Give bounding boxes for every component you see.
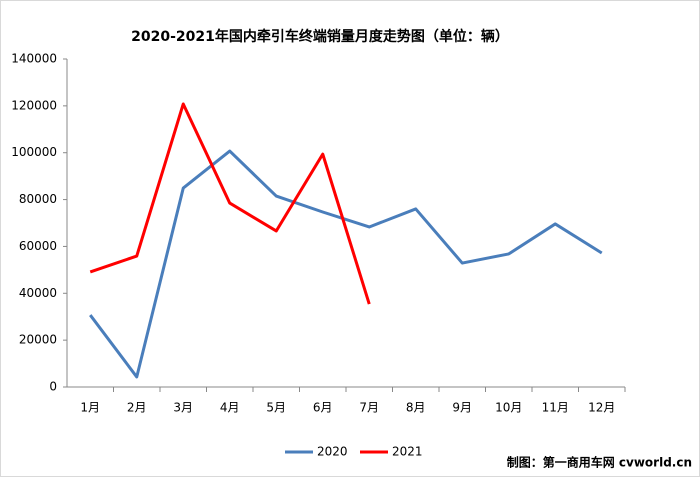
x-tick-label: 11月 [542,401,569,415]
y-tick-label: 100000 [11,145,57,159]
credit: 制图：第一商用车网 cvworld.cn [507,455,692,470]
y-tick-label: 80000 [19,192,57,206]
y-tick-label: 120000 [11,98,57,112]
x-tick-label: 8月 [406,401,426,415]
legend-label: 2020 [317,445,348,459]
line-series [89,149,603,379]
x-tick-label: 6月 [313,401,333,415]
x-tick-label: 7月 [359,401,379,415]
x-tick-label: 9月 [452,401,472,415]
legend-label: 2021 [392,445,423,459]
x-tick-label: 10月 [495,401,522,415]
y-tick-label: 0 [49,380,57,394]
line-series [89,102,371,305]
chart-title: 2020-2021年国内牵引车终端销量月度走势图（单位：辆） [131,28,509,45]
x-tick-label: 3月 [173,401,193,415]
x-tick-label: 2月 [127,401,147,415]
y-tick-label: 60000 [19,239,57,253]
x-tick-label: 1月 [80,401,100,415]
x-tick-label: 5月 [266,401,286,415]
y-tick-label: 20000 [19,333,57,347]
x-tick-label: 4月 [220,401,240,415]
x-tick-label: 12月 [588,401,615,415]
y-tick-label: 40000 [19,286,57,300]
y-tick-label: 140000 [11,52,57,66]
